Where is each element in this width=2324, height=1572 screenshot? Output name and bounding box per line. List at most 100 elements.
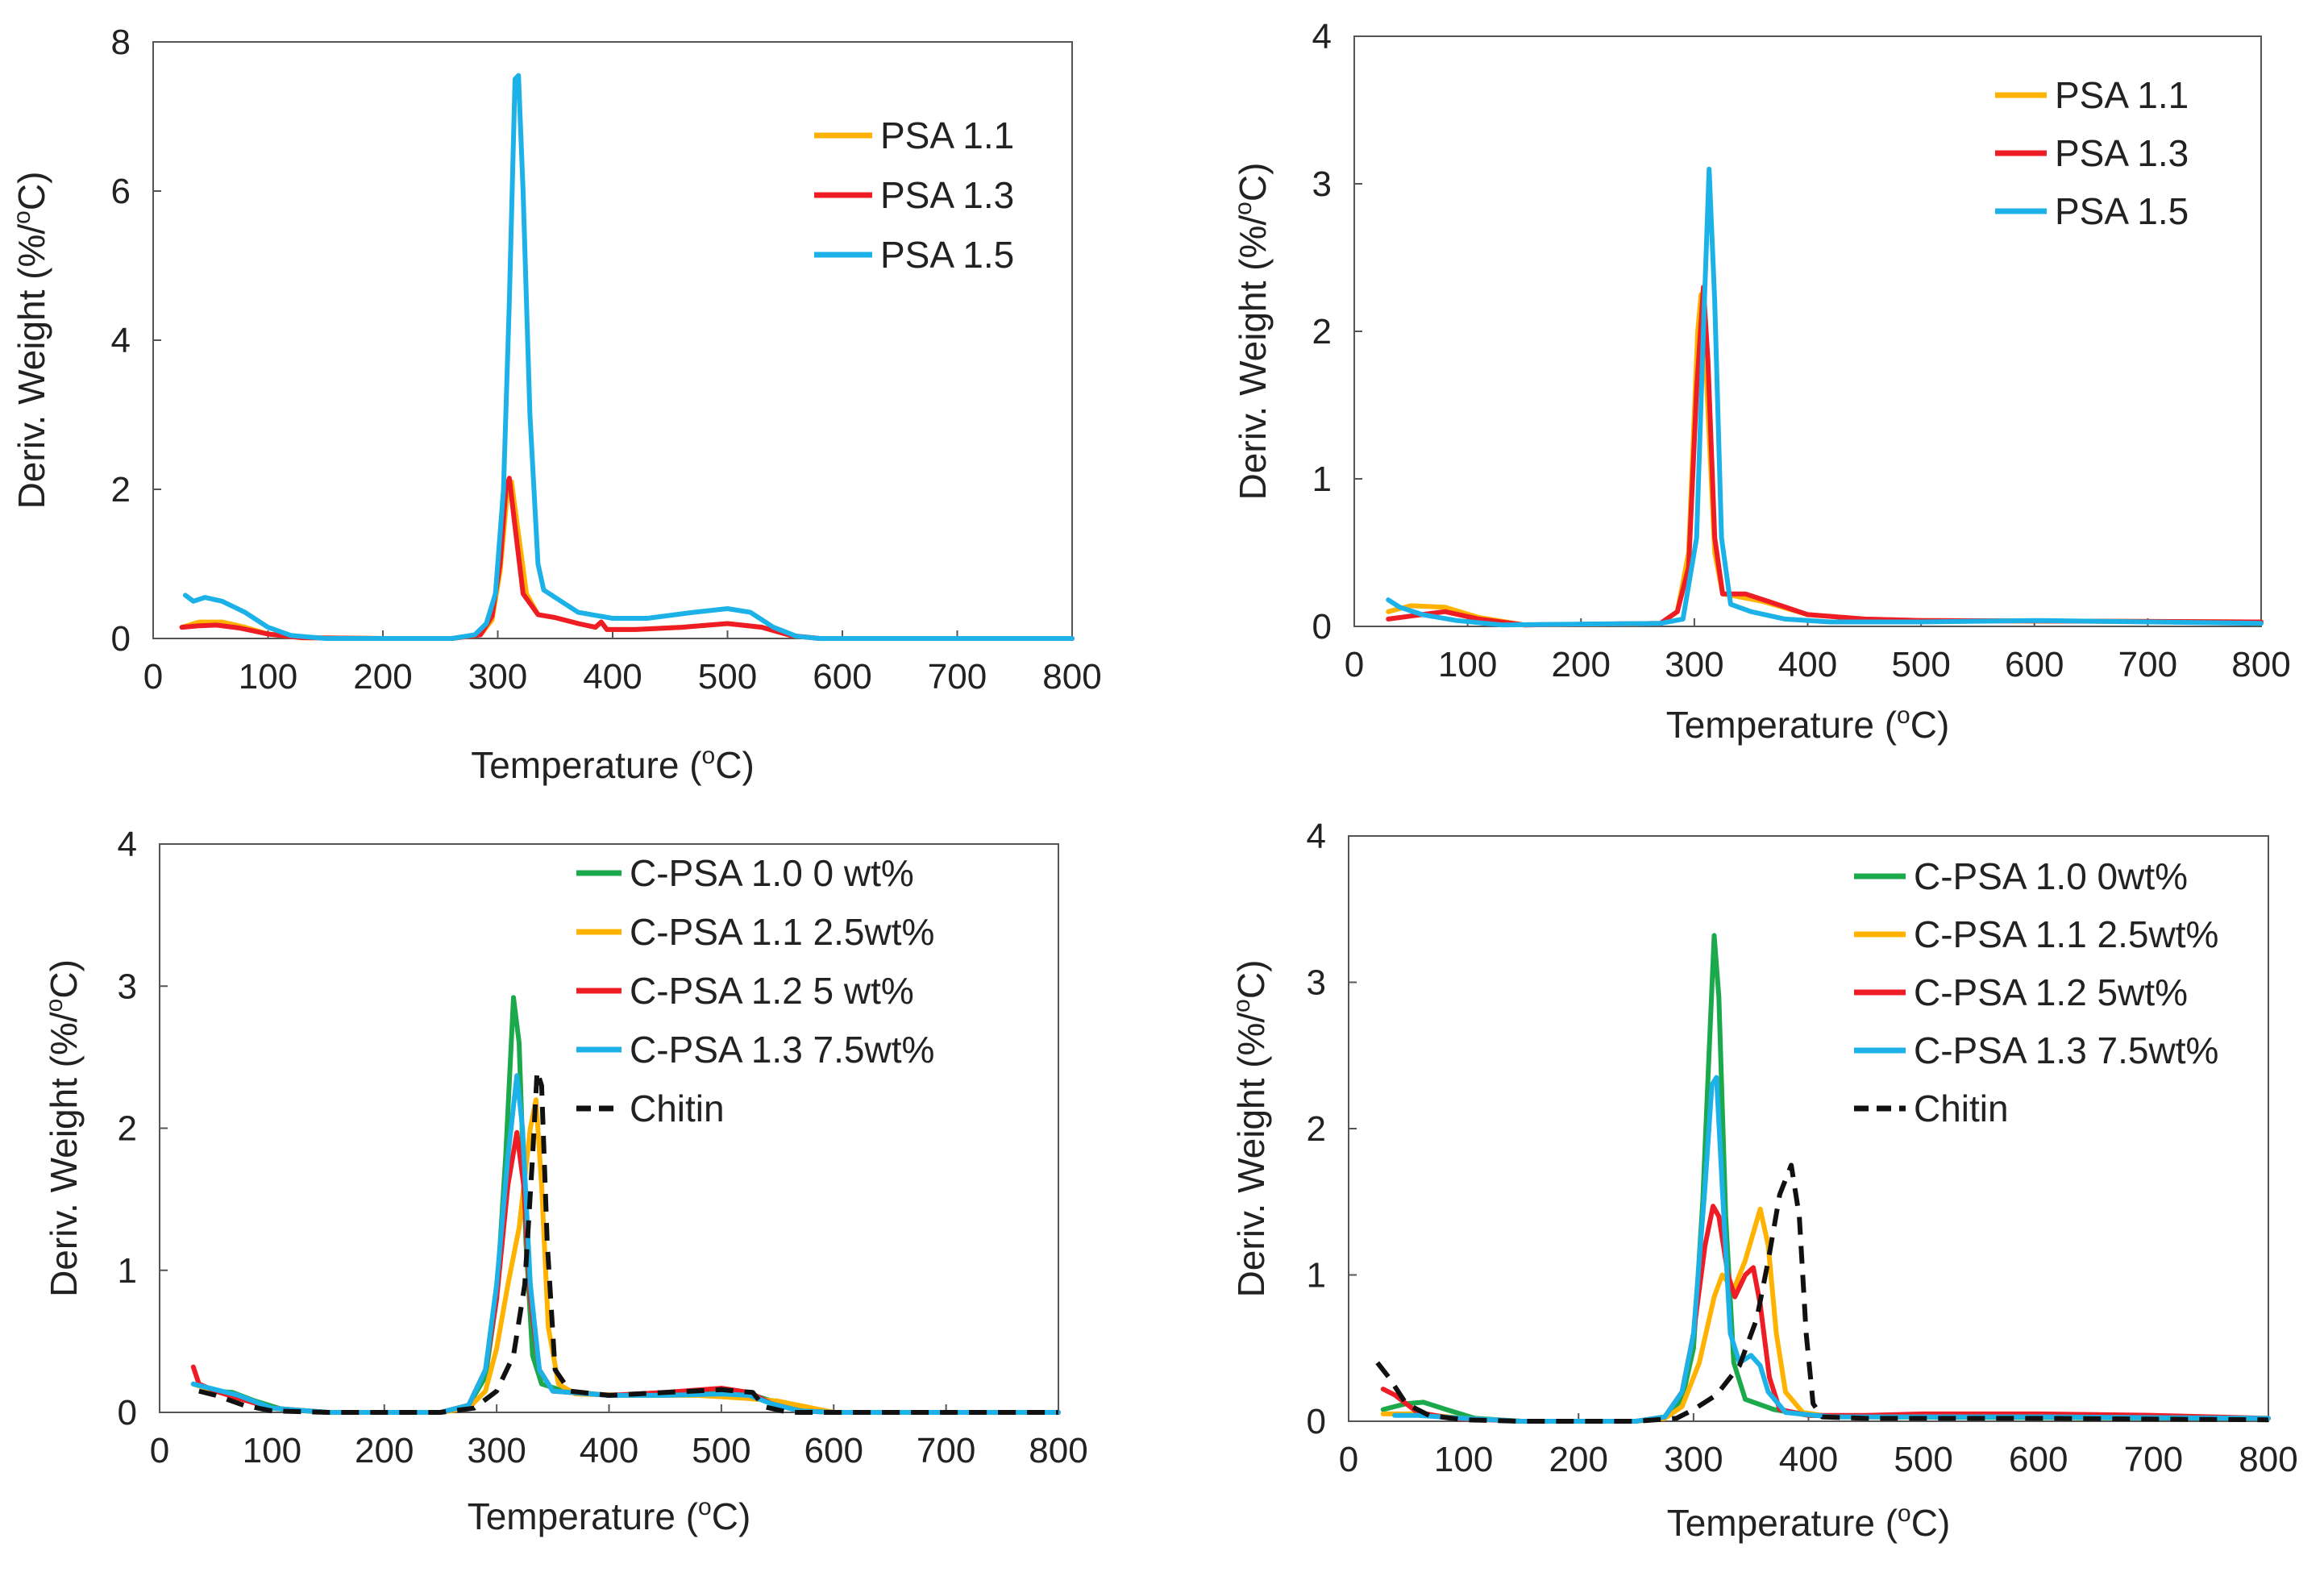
series-line-5	[1375, 1162, 2269, 1424]
legend-label-5: Chitin	[630, 1088, 725, 1129]
series-line-3	[182, 73, 1075, 641]
y-axis-title: Deriv. Weight (%/oC)	[41, 959, 85, 1297]
legend-label-1: C-PSA 1.0 0wt%	[1914, 855, 2188, 897]
x-tick-label: 800	[1029, 1431, 1087, 1470]
y-tick-label: 3	[118, 967, 137, 1006]
x-tick-label: 700	[928, 657, 987, 697]
y-tick-label: 0	[1307, 1402, 1326, 1441]
y-tick-label: 2	[1312, 312, 1332, 351]
plot-frame	[1353, 35, 2262, 627]
x-tick-label: 200	[353, 657, 412, 697]
y-axis-title: Deriv. Weight (%/oC)	[1229, 960, 1272, 1298]
legend-label-1: C-PSA 1.0 0 wt%	[630, 852, 914, 894]
y-tick-label: 2	[118, 1109, 137, 1149]
y-tick-label: 0	[1312, 607, 1332, 647]
legend-label-4: C-PSA 1.3 7.5wt%	[630, 1029, 934, 1071]
legend-label-3: C-PSA 1.2 5wt%	[1914, 971, 2188, 1013]
x-axis-title: Temperature (oC)	[1666, 702, 1950, 746]
series-line-2	[190, 1097, 1061, 1415]
x-axis-title: Temperature (oC)	[471, 742, 755, 786]
x-tick-label: 800	[2239, 1440, 2297, 1479]
x-tick-label: 700	[2118, 645, 2177, 684]
y-tick-label: 6	[111, 172, 131, 211]
y-tick-label: 1	[1307, 1256, 1326, 1295]
y-tick-label: 0	[118, 1393, 137, 1433]
x-tick-label: 200	[1552, 645, 1611, 684]
y-tick-label: 8	[111, 23, 131, 62]
y-tick-label: 3	[1307, 963, 1326, 1003]
x-tick-label: 300	[467, 1431, 526, 1470]
legend-label-2: C-PSA 1.1 2.5wt%	[630, 911, 934, 953]
x-tick-label: 600	[2009, 1440, 2068, 1479]
legend-label-2: PSA 1.3	[880, 174, 1014, 216]
y-tick-label: 1	[118, 1251, 137, 1291]
y-tick-label: 2	[111, 470, 131, 509]
legend-label-1: PSA 1.1	[2055, 74, 2189, 116]
y-axis-title: Deriv. Weight (%/oC)	[1230, 163, 1274, 501]
x-tick-label: 300	[1665, 645, 1723, 684]
series-line-3	[1386, 166, 2264, 628]
legend-label-3: C-PSA 1.2 5 wt%	[630, 970, 914, 1012]
x-tick-label: 400	[1778, 645, 1837, 684]
legend-label-3: PSA 1.5	[880, 234, 1014, 276]
legend-label-2: PSA 1.3	[2055, 132, 2189, 174]
x-tick-label: 600	[2005, 645, 2064, 684]
legend-label-2: C-PSA 1.1 2.5wt%	[1914, 913, 2218, 955]
y-tick-label: 3	[1312, 164, 1332, 204]
chart-panel-bottom-left: 0 100 200 300 400 500 600 700 800 0 1 2 3 4 Temperatur…	[0, 786, 1161, 1572]
series-line-1	[1386, 292, 2264, 628]
series-line-4	[190, 1073, 1061, 1415]
chart-panel-top-right: 0 100 200 300 400 500 600 700 800 0 1 2 3 4 Temperatur…	[1161, 0, 2324, 786]
x-tick-label: 400	[580, 1431, 638, 1470]
x-tick-label: 600	[813, 657, 871, 697]
x-tick-label: 700	[917, 1431, 975, 1470]
chart-panel-top-left: 0 100 200 300 400 500 600 700 800 0 2 4 6 8 Temperatur…	[0, 0, 1161, 786]
series-line-2	[1386, 285, 2264, 628]
x-tick-label: 400	[583, 657, 642, 697]
x-tick-label: 500	[1894, 1440, 1952, 1479]
x-tick-label: 600	[804, 1431, 863, 1470]
x-tick-label: 400	[1779, 1440, 1838, 1479]
y-tick-label: 1	[1312, 460, 1332, 499]
y-tick-label: 0	[111, 619, 131, 659]
chart-top-left: 0 100 200 300 400 500 600 700 800 0 2 4 6 8 Temperatur…	[9, 23, 1102, 786]
series-line-3	[190, 1129, 1061, 1415]
chart-panel-bottom-right: 0 100 200 300 400 500 600 700 800 0 1 2 3 4 Temperatur…	[1161, 786, 2324, 1572]
chart-bottom-left: 0 100 200 300 400 500 600 700 800 0 1 2 3 4 Temperatur…	[41, 825, 1088, 1537]
series-line-1	[179, 479, 1075, 641]
x-tick-label: 100	[243, 1431, 301, 1470]
x-tick-label: 500	[698, 657, 757, 697]
x-tick-label: 200	[1549, 1440, 1608, 1479]
x-tick-label: 0	[1339, 1440, 1358, 1479]
series-line-4	[1392, 1075, 2271, 1424]
x-tick-label: 100	[1434, 1440, 1493, 1479]
x-tick-label: 500	[692, 1431, 750, 1470]
x-tick-label: 100	[1438, 645, 1497, 684]
legend-label-4: C-PSA 1.3 7.5wt%	[1914, 1029, 2218, 1071]
x-tick-label: 0	[150, 1431, 169, 1470]
legend-label-1: PSA 1.1	[880, 114, 1014, 156]
y-tick-label: 4	[1307, 817, 1326, 856]
x-tick-label: 800	[2231, 645, 2290, 684]
y-tick-label: 4	[111, 321, 131, 360]
x-tick-label: 0	[1345, 645, 1364, 684]
legend-label-3: PSA 1.5	[2055, 190, 2189, 232]
chart-top-right: 0 100 200 300 400 500 600 700 800 0 1 2 3 4 Temperatur…	[1230, 17, 2291, 746]
x-tick-label: 500	[1891, 645, 1950, 684]
x-axis-title: Temperature (oC)	[468, 1494, 751, 1537]
x-tick-label: 200	[355, 1431, 414, 1470]
y-tick-label: 2	[1307, 1109, 1326, 1149]
x-tick-label: 800	[1042, 657, 1101, 697]
y-tick-label: 4	[1312, 17, 1332, 56]
x-tick-label: 700	[2124, 1440, 2183, 1479]
x-tick-label: 300	[468, 657, 527, 697]
x-tick-label: 0	[143, 657, 163, 697]
x-axis-title: Temperature (oC)	[1667, 1500, 1951, 1544]
y-tick-label: 4	[118, 825, 137, 864]
series-line-2	[1380, 1206, 2271, 1424]
x-tick-label: 300	[1664, 1440, 1723, 1479]
series-line-5	[198, 1069, 1058, 1415]
chart-bottom-right: 0 100 200 300 400 500 600 700 800 0 1 2 3 4 Temperatur…	[1229, 817, 2298, 1544]
series-line-2	[179, 476, 1075, 641]
